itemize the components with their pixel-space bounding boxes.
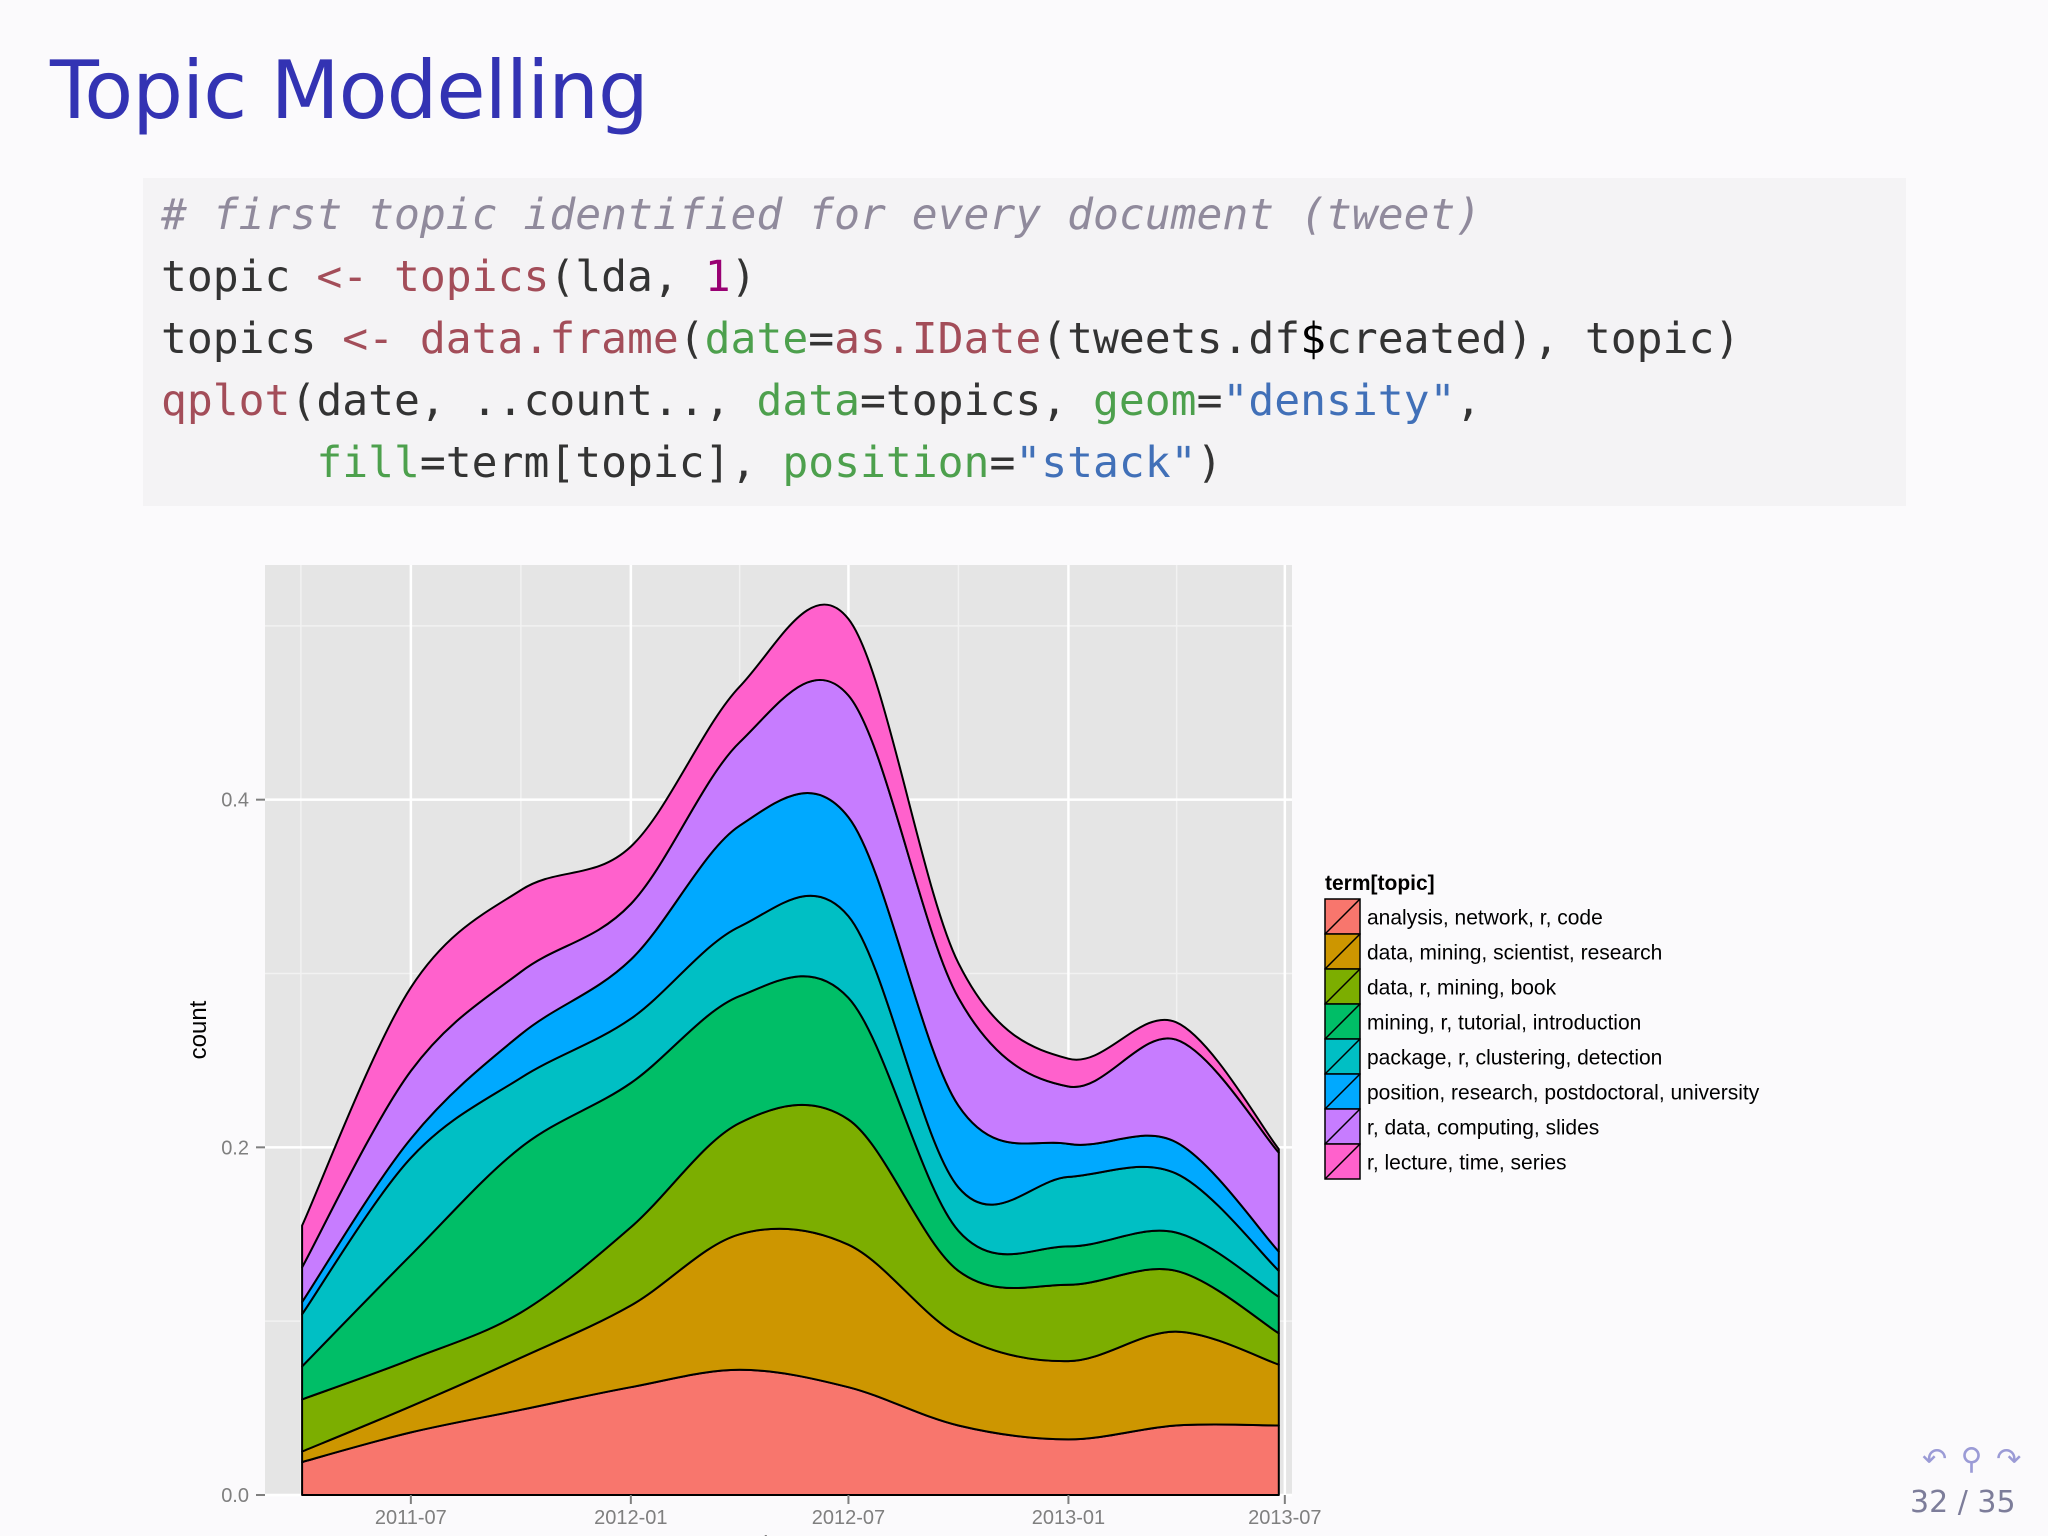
code-comment: # first topic identified for every docum…: [161, 190, 1482, 240]
legend-key-slash: [1324, 1003, 1361, 1040]
legend-key-slash: [1324, 1108, 1361, 1145]
code-token: <-: [342, 314, 394, 364]
navigation-icons[interactable]: ↶ ⚲ ↷: [1922, 1442, 2024, 1477]
code-token: topic: [161, 252, 317, 302]
code-line-4: qplot(date, ..count.., data=topics, geom…: [161, 376, 1481, 426]
legend-key-slash: [1324, 1038, 1361, 1075]
code-token: (tweets.df: [1041, 314, 1301, 364]
code-token: as.IDate: [834, 314, 1042, 364]
code-token: 1: [704, 252, 731, 302]
code-token: data.frame: [419, 314, 679, 364]
code-token: created), topic): [1326, 314, 1741, 364]
legend-title: term[topic]: [1325, 872, 1435, 895]
code-token: "stack": [1015, 438, 1197, 488]
code-token: ): [730, 252, 757, 302]
code-token: fill: [316, 438, 420, 488]
page-total: 35: [1977, 1485, 2016, 1520]
y-tick-label: 0.0: [221, 1485, 249, 1507]
x-axis-title: date: [755, 1532, 802, 1536]
code-token: $: [1300, 314, 1327, 364]
legend-label: data, r, mining, book: [1367, 977, 1557, 1000]
x-tick-label: 2012-07: [812, 1507, 885, 1529]
code-token: ): [1196, 438, 1223, 488]
code-token: ,: [1455, 376, 1482, 426]
legend-key-slash: [1324, 968, 1361, 1005]
code-token: =: [808, 314, 835, 364]
legend-key-slash: [1324, 933, 1361, 970]
code-token: =: [1196, 376, 1223, 426]
code-token: =: [989, 438, 1016, 488]
code-token: <-: [316, 252, 369, 302]
code-token: position: [782, 438, 990, 488]
page-separator: /: [1957, 1485, 1968, 1520]
legend-label: package, r, clustering, detection: [1367, 1047, 1662, 1070]
legend-label: analysis, network, r, code: [1367, 907, 1603, 930]
x-tick-label: 2013-07: [1248, 1507, 1321, 1529]
x-tick-label: 2012-01: [594, 1507, 667, 1529]
y-axis-title: count: [185, 1000, 212, 1059]
page-current: 32: [1910, 1485, 1949, 1520]
code-token: =topics,: [860, 376, 1094, 426]
legend-label: r, lecture, time, series: [1367, 1152, 1567, 1175]
y-tick-label: 0.4: [221, 790, 249, 812]
code-token: "density": [1222, 376, 1456, 426]
code-comment-line: # first topic identified for every docum…: [161, 190, 1481, 240]
code-token: (lda,: [549, 252, 705, 302]
legend-key-slash: [1324, 898, 1361, 935]
code-line-2: topic <- topics(lda, 1): [161, 252, 756, 302]
legend-label: data, mining, scientist, research: [1367, 942, 1662, 965]
code-token: geom: [1093, 376, 1197, 426]
code-token: qplot: [161, 376, 291, 426]
legend-key-slash: [1324, 1143, 1361, 1180]
code-token: (: [678, 314, 705, 364]
code-token: topics: [161, 314, 343, 364]
code-block: # first topic identified for every docum…: [143, 178, 1906, 506]
area-series-8: [301, 603, 1280, 1269]
code-token: topics: [394, 252, 550, 302]
code-line-3: topics <- data.frame(date=as.IDate(tweet…: [161, 314, 1740, 364]
x-tick-label: 2011-07: [375, 1507, 447, 1529]
legend-label: r, data, computing, slides: [1367, 1117, 1599, 1140]
page-number: 32 / 35: [1910, 1485, 2016, 1520]
code-token: (date, ..count..,: [290, 376, 757, 426]
legend-key-slash: [1324, 1073, 1361, 1110]
y-tick-label: 0.2: [221, 1137, 249, 1159]
code-token: data: [756, 376, 861, 426]
x-tick-label: 2013-01: [1032, 1507, 1105, 1529]
legend-label: position, research, postdoctoral, univer…: [1367, 1082, 1760, 1105]
slide-title: Topic Modelling: [50, 44, 649, 137]
code-token: date: [704, 314, 809, 364]
code-line-5: fill=term[topic], position="stack"): [161, 438, 1222, 488]
legend-label: mining, r, tutorial, introduction: [1367, 1012, 1641, 1035]
code-token: =term[topic],: [419, 438, 783, 488]
